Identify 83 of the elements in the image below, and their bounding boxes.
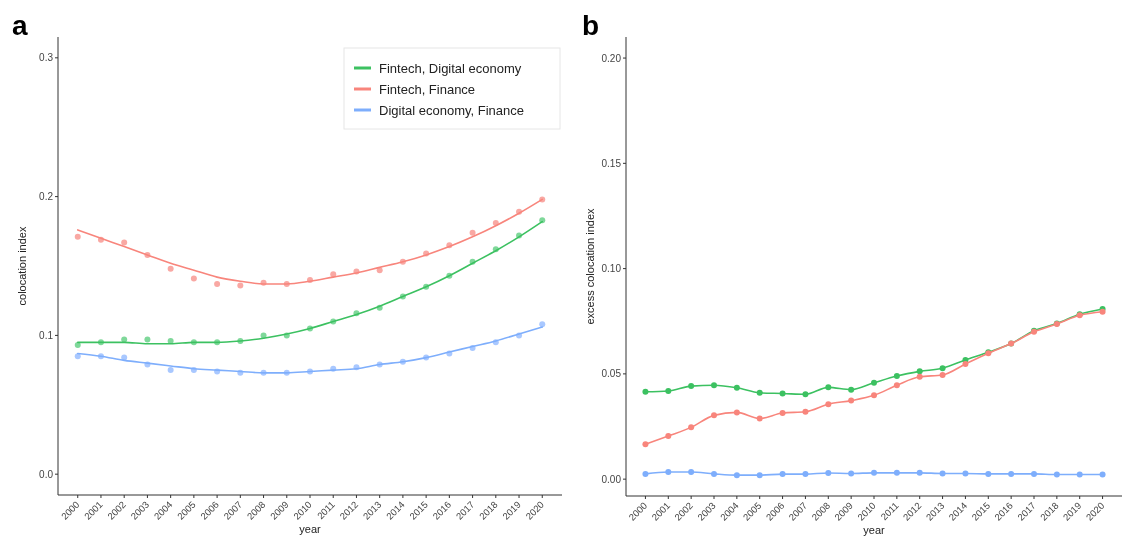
point (825, 401, 832, 408)
legend-label: Digital economy, Finance (379, 102, 524, 118)
point (848, 386, 855, 393)
point (871, 469, 877, 476)
point (237, 282, 244, 289)
y-tick-label: 0.10 (601, 263, 622, 275)
point (642, 470, 649, 477)
point (893, 382, 900, 389)
x-axis-title: year (863, 524, 886, 536)
y-tick-label: 0.3 (39, 52, 54, 64)
y-axis-title: colocation index (16, 226, 28, 306)
point (916, 373, 923, 380)
point (539, 321, 546, 328)
y-tick-label: 0.20 (601, 52, 622, 64)
point (962, 470, 969, 477)
point (848, 397, 855, 404)
point (802, 471, 809, 478)
point (642, 388, 649, 395)
point (893, 372, 900, 379)
point (74, 342, 81, 349)
point (144, 336, 151, 343)
point (711, 382, 717, 389)
point (756, 472, 763, 479)
point (688, 424, 695, 431)
point (665, 432, 672, 439)
point (733, 472, 740, 479)
point (688, 383, 695, 390)
point (756, 415, 763, 422)
point (330, 271, 337, 278)
point (733, 384, 740, 391)
point (167, 367, 174, 374)
point (1076, 471, 1083, 478)
point (665, 387, 672, 394)
y-axis-title: excess colocation index (584, 207, 596, 325)
point (825, 384, 832, 391)
point (642, 441, 649, 448)
point (939, 470, 946, 477)
point (121, 239, 128, 246)
point (469, 229, 476, 236)
point (665, 469, 672, 475)
point (802, 408, 809, 415)
point (1053, 471, 1060, 478)
point (214, 281, 221, 288)
legend-label: Fintech, Finance (379, 81, 476, 97)
point (916, 368, 923, 375)
point (167, 265, 174, 272)
point (848, 470, 855, 477)
chart-title: a (12, 10, 28, 41)
y-tick-label: 0.15 (601, 157, 622, 169)
x-axis-title: year (299, 523, 322, 535)
point (1031, 470, 1037, 477)
point (825, 470, 832, 477)
point (962, 360, 969, 367)
point (985, 470, 992, 477)
point (871, 392, 877, 399)
point (74, 353, 81, 360)
point (1099, 471, 1106, 478)
legend-label: Fintech, Digital economy (379, 60, 522, 76)
point (190, 275, 197, 282)
point (802, 391, 809, 398)
point (711, 470, 717, 477)
point (779, 410, 786, 417)
y-tick-label: 0.05 (601, 368, 622, 380)
point (167, 337, 174, 344)
point (893, 469, 900, 476)
point (74, 233, 81, 240)
point (779, 471, 786, 478)
point (939, 371, 946, 378)
point (733, 409, 740, 416)
y-tick-label: 0.00 (601, 473, 622, 485)
y-tick-label: 0.0 (39, 468, 54, 480)
point (121, 336, 128, 343)
y-tick-label: 0.2 (39, 191, 54, 203)
point (756, 389, 763, 396)
point (688, 469, 695, 475)
chart-title: b (582, 10, 600, 41)
point (871, 379, 877, 386)
point (916, 469, 923, 476)
point (1008, 470, 1015, 477)
y-tick-label: 0.1 (39, 329, 54, 341)
point (939, 365, 946, 372)
point (711, 412, 717, 419)
point (779, 390, 786, 397)
